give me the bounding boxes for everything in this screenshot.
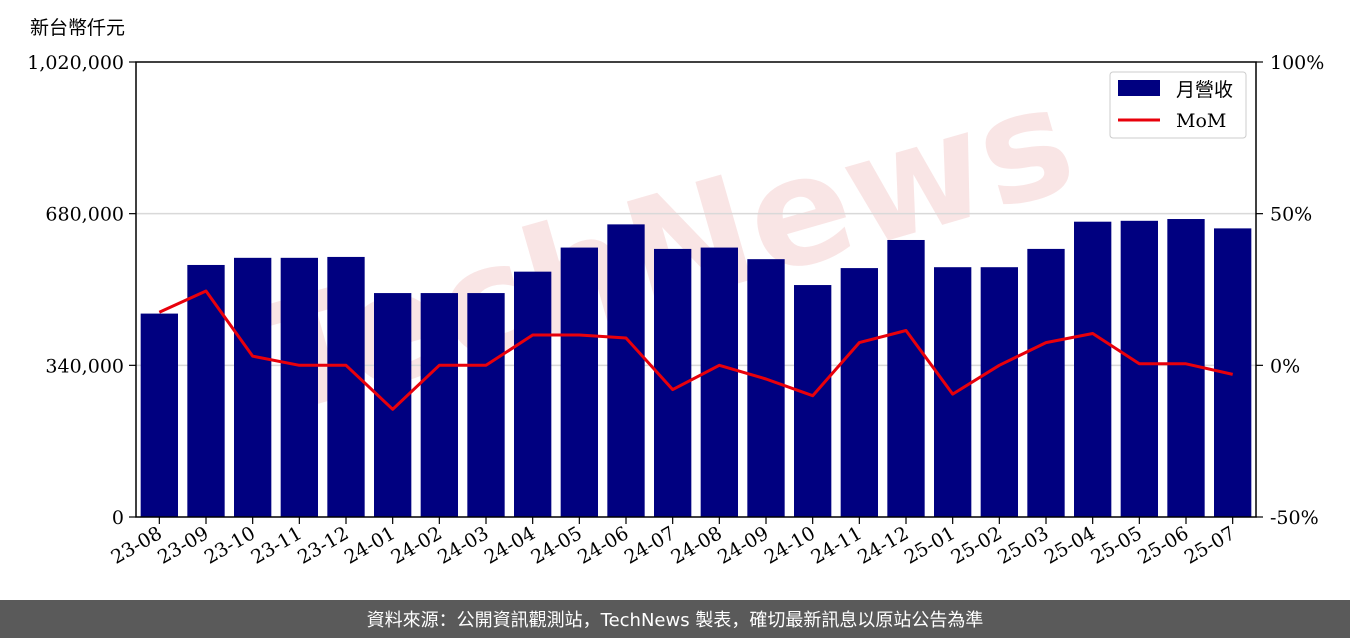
bar-24-03 [467,293,505,517]
plot-frame [135,61,1257,518]
bar-25-05 [1120,220,1158,517]
bar-24-09 [747,259,785,517]
legend-bar-label: 月營收 [1176,79,1233,101]
x-tick-label: 25-01 [901,522,959,568]
left-y-tick-label: 680,000 [45,204,124,226]
mom-line-series [158,289,1234,411]
left-y-tick-label: 0 [112,507,124,529]
x-tick-label: 25-03 [994,522,1052,568]
right-y-tick-label: 100% [1270,52,1324,74]
x-tick-label: 24-09 [714,522,772,568]
x-axis: 23-0823-0923-1023-1123-1224-0124-0224-03… [107,517,1239,569]
bar-24-12 [887,239,925,517]
right-y-tick-label: -50% [1270,507,1319,529]
x-tick-label: 23-08 [107,522,165,568]
x-tick-label: 24-06 [574,522,632,568]
left-y-axis: 0 340,000 680,000 1,020,000 [27,52,136,529]
right-y-tick-label: 50% [1270,204,1312,226]
x-tick-label: 24-03 [434,522,492,568]
x-tick-label: 25-02 [947,522,1005,568]
bar-25-03 [1027,248,1065,517]
bar-24-06 [607,224,645,517]
legend: 月營收 MoM [1109,71,1247,139]
x-tick-label: 25-04 [1041,522,1099,568]
x-tick-label: 25-06 [1134,522,1192,568]
x-tick-label: 24-10 [761,522,819,568]
bar-24-11 [840,268,878,517]
legend-line-label: MoM [1176,110,1226,132]
bar-24-10 [794,285,832,517]
x-tick-label: 23-11 [247,522,305,568]
bar-23-12 [327,256,365,517]
mom-line [158,289,1234,411]
left-y-tick-label: 340,000 [45,355,124,377]
x-tick-label: 23-10 [201,522,259,568]
x-tick-label: 24-05 [527,522,585,568]
x-tick-label: 25-05 [1087,522,1145,568]
x-tick-label: 23-09 [154,522,212,568]
bar-23-10 [234,257,272,517]
bar-25-02 [980,267,1018,517]
footer-bar: 資料來源：公開資訊觀測站，TechNews 製表，確切最新訊息以原站公告為準 [0,600,1350,638]
x-tick-label: 24-12 [854,522,912,568]
x-tick-label: 25-07 [1181,522,1239,568]
bar-23-09 [187,264,225,517]
x-tick-label: 24-01 [341,522,399,568]
right-y-axis: -50% 0% 50% 100% [1256,52,1324,529]
x-tick-label: 24-08 [667,522,725,568]
bar-25-04 [1074,221,1112,517]
x-tick-label: 24-04 [481,522,539,568]
unit-label: 新台幣仟元 [30,17,125,39]
bar-24-08 [700,247,738,517]
bar-24-04 [514,271,552,517]
x-tick-label: 24-07 [621,522,679,568]
legend-bar-swatch [1118,80,1160,96]
bar-23-08 [140,313,178,517]
x-tick-label: 23-12 [294,522,352,568]
right-y-tick-label: 0% [1270,355,1300,377]
left-y-tick-label: 1,020,000 [27,52,124,74]
x-tick-label: 24-02 [387,522,445,568]
x-tick-label: 24-11 [807,522,865,568]
footer-source-text: 資料來源：公開資訊觀測站，TechNews 製表，確切最新訊息以原站公告為準 [366,610,984,631]
bar-23-11 [280,257,318,517]
bar-24-02 [420,293,458,517]
bar-24-01 [374,293,412,517]
bar-24-05 [560,247,598,517]
